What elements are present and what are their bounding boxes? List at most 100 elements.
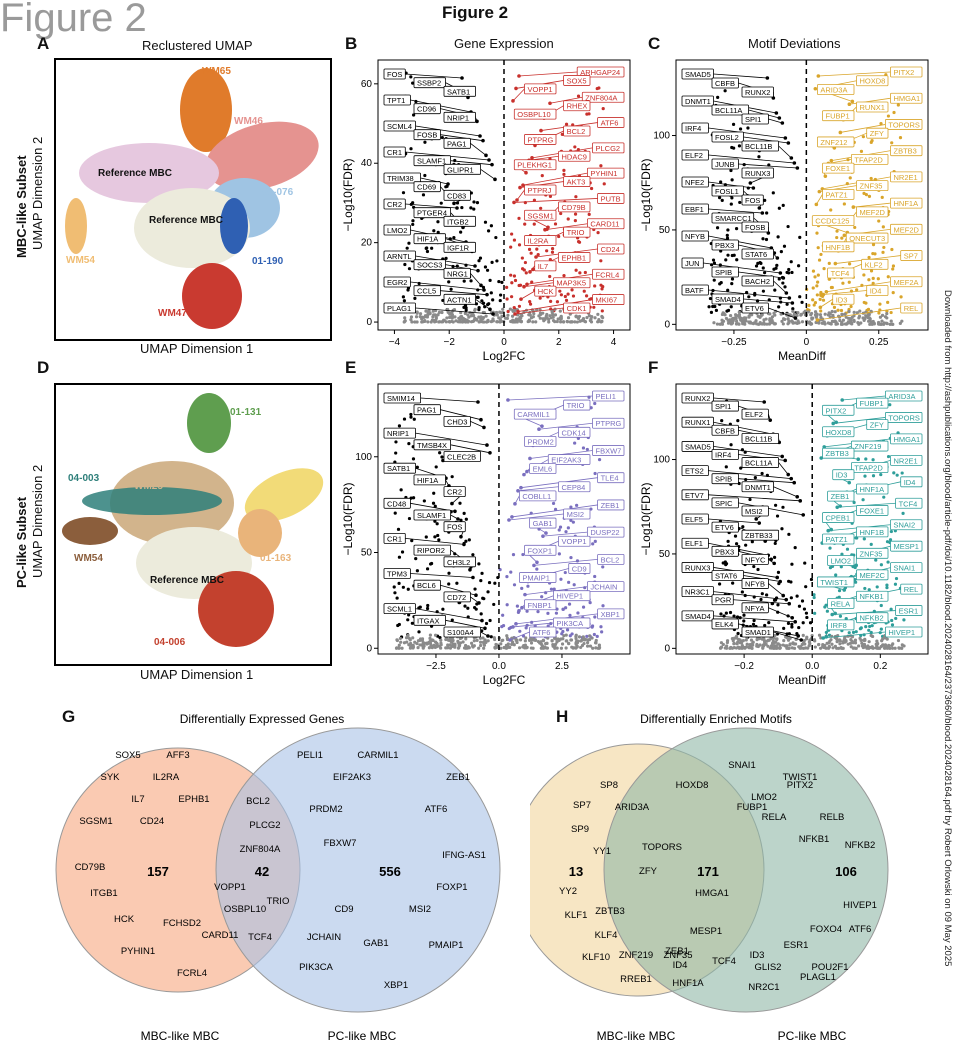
volcano-c-label-mef2d: MEF2D [860,208,886,217]
venn-H-right-circle [603,727,889,1013]
volcano-b-xlabel: Log2FC [483,349,526,363]
volcano-f-label-pbx3: PBX3 [715,547,734,556]
volcano-f-label-elf5: ELF5 [685,515,703,524]
volcano-c-ylabel: −Log10(FDR) [640,158,653,231]
volcano-e-label-hivep1: HIVEP1 [556,592,583,601]
volcano-c-label-smad4: SMAD4 [715,295,741,304]
volcano-c-label-smarcc1: SMARCC1 [715,214,752,223]
volcano-f-label-zbtb3: ZBTB3 [826,449,849,458]
volcano-f: −0.2 0.0 0.2 0 50 100 MeanDiff −Log10(FDR) RUNX2… [640,383,929,687]
volcano-f-label-twist1: TWIST1 [820,578,848,587]
umap-d-label-01-115: 01-115 [286,491,317,502]
panel-b-title: Gene Expression [454,36,554,51]
venn-G-right-pmaip1: PMAIP1 [429,940,464,951]
volcano-c-label-fosb: FOSB [745,223,765,232]
volcano-b-label-arhgap24: ARHGAP24 [580,68,620,77]
venn-H-right-relb: RELB [820,812,845,823]
volcano-b-label-ptprg: PTPRG [528,135,554,144]
volcano-c-label-mef2a: MEF2A [894,278,919,287]
volcano-c-label-mef2d: MEF2D [894,225,920,234]
panel-letter-b: B [345,34,358,53]
volcano-f-label-dnmt1: DNMT1 [745,483,771,492]
volcano-f-label-hmga1: HMGA1 [894,435,921,444]
volcano-f-label-cbfb: CBFB [715,426,735,435]
cluster-04-006 [198,571,274,647]
volcano-b-label-ptger4: PTGER4 [417,209,447,218]
cluster-01-190 [220,198,248,254]
venn-G-right-fbxw7: FBXW7 [324,838,357,849]
volcano-c-label-nfyb: NFYB [685,232,705,241]
venn-G-right-cd9: CD9 [334,904,353,915]
panel-d-xlabel: UMAP Dimension 1 [140,667,254,682]
volcano-b-label-vopp1: VOPP1 [528,85,553,94]
volcano-b-label-satb1: SATB1 [447,87,470,96]
volcano-c-label-foxe1: FOXE1 [826,164,851,173]
volcano-b-label-arntl: ARNTL [387,252,412,261]
volcano-b-label-tpt1: TPT1 [387,96,405,105]
volcano-f-label-runx3: RUNX3 [685,563,710,572]
volcano-f-label-runx1: RUNX1 [685,418,710,427]
venn-G-right-jchain: JCHAIN [307,932,341,943]
volcano-c-label-batf: BATF [685,286,704,295]
volcano-c-label-nfe2: NFE2 [685,178,704,187]
volcano-b-label-cr2: CR2 [387,200,402,209]
volcano-e-label-satb1: SATB1 [387,464,410,473]
venn-H-shared-mesp1: MESP1 [690,926,722,937]
venn-G-left-hck: HCK [114,914,135,925]
panel-letter-g: G [62,707,76,726]
volcano-f-label-nfya: NFYA [745,604,764,613]
venn-G-right-zeb1: ZEB1 [446,772,470,783]
venn-H-left-sp8: SP8 [600,780,618,791]
venn-H-left-klf1: KLF1 [565,910,588,921]
volcano-b-label-bcl2: BCL2 [567,127,586,136]
cluster-01-163 [238,509,282,557]
panel-letter-c: C [648,34,661,53]
volcano-b-label-nrip1: NRIP1 [447,113,469,122]
venn-G-left-pyhin1: PYHIN1 [121,946,155,957]
cluster-reference-mbc-a1 [79,143,219,203]
umap-a-label-wm54: WM54 [66,255,95,266]
volcano-f-label-smad1: SMAD1 [745,628,771,637]
volcano-b-label-glipr1: GLIPR1 [447,165,474,174]
volcano-f-label-topors: TOPORS [888,413,920,422]
volcano-b-label-ccl5: CCL5 [417,287,436,296]
umap-d-label-01-163: 01-163 [260,553,292,564]
volcano-b-label-card11: CARD11 [590,220,619,229]
volcano-b-ytick: 0 [366,317,372,328]
volcano-e-label-cr1: CR1 [387,534,402,543]
volcano-c-label-fos: FOS [745,196,760,205]
venn-H-shared-hoxd8: HOXD8 [676,780,709,791]
panel-letter-f: F [648,358,659,377]
volcano-b-label-rhex: RHEX [567,102,588,111]
volcano-f-label-bcl11b: BCL11B [745,434,772,443]
volcano-b-ytick: 40 [361,158,373,169]
volcano-e-xlabel: Log2FC [483,673,526,687]
volcano-e-label-cd72: CD72 [447,593,466,602]
umap-d-label-04-006: 04-006 [154,637,186,648]
volcano-b-label-lmo2: LMO2 [387,226,407,235]
umap-d-labels: 01-131 WM25 04-003 01-115 Reference MBC 01-16… [68,407,317,648]
volcano-b-label-plcg2: PLCG2 [596,144,621,153]
volcano-f-label-znf35: ZNF35 [860,549,883,558]
volcano-f-label-nr3c1: NR3C1 [685,588,710,597]
venn-H-right-esr1: ESR1 [784,940,809,951]
volcano-b-labels: FOS SSBP2 SATB1 TPT1 CD96 NRIP1 SCML4 FOSB PAG1 C… [383,66,625,316]
volcano-e-label-pag1: PAG1 [417,406,436,415]
volcano-e-label-atf6: ATF6 [533,628,551,637]
venn-H-right-nfkb2: NFKB2 [845,840,876,851]
volcano-c-label-bach2: BACH2 [745,277,770,286]
volcano-c-label-elf2: ELF2 [685,151,703,160]
volcano-f-label-mesp1: MESP1 [894,542,919,551]
volcano-f-label-smad5: SMAD5 [685,442,711,451]
volcano-c-label-etv6: ETV6 [745,304,764,313]
volcano-c-xtick: −0.25 [721,337,747,348]
venn-G-right-msi2: MSI2 [409,904,431,915]
volcano-c-label-ebf1: EBF1 [685,205,704,214]
venn-H-title: Differentially Enriched Motifs [640,712,792,726]
cluster-wm65 [180,68,232,152]
venn-G-right-prdm2: PRDM2 [309,804,342,815]
volcano-b-xtick: 2 [556,337,562,348]
volcano-b-label-nrg1: NRG1 [447,269,468,278]
volcano-c-label-fosl1: FOSL1 [715,187,739,196]
volcano-f-label-arid3a: ARID3A [888,392,915,401]
